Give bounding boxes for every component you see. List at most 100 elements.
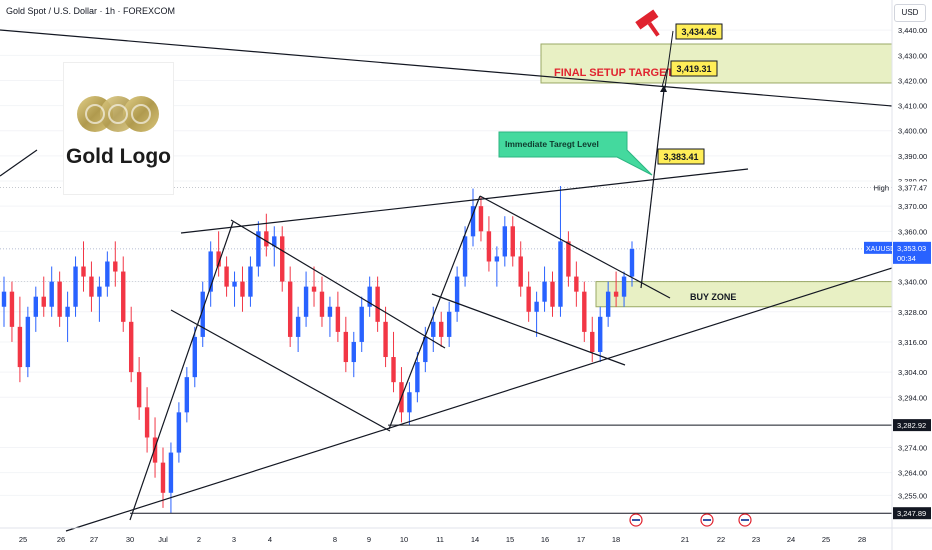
candle-body (598, 316, 603, 352)
candle-body (97, 286, 102, 297)
pointer-line (661, 68, 668, 88)
candle (431, 306, 436, 352)
candle (590, 316, 595, 363)
candle (566, 231, 571, 287)
pointer-line (664, 30, 674, 89)
candle (97, 276, 102, 322)
candle-body (272, 236, 277, 247)
trend-line (129, 221, 234, 521)
candle (73, 256, 78, 317)
price-axis[interactable]: 3,440.00 3,430.00 3,420.00 3,410.00 3,400.00… (864, 0, 932, 550)
time-axis[interactable]: 25 26 27 30 Jul 2 3 4 8 9 10 11 14 15 16 17 18 21 22 23 24 25… (0, 527, 932, 544)
candle (295, 306, 301, 352)
time-tick-label: 4 (268, 535, 272, 544)
candle (550, 271, 555, 317)
candle-body (192, 336, 197, 378)
candle (502, 216, 508, 267)
gold-logo: Gold Logo (64, 63, 173, 194)
candle (25, 306, 31, 378)
candle-body (462, 236, 468, 277)
currency-button[interactable]: USD (894, 4, 926, 22)
level-price: 3,282.92 (897, 421, 926, 430)
candle (1, 276, 7, 327)
candle-body (335, 306, 341, 332)
candles (1, 186, 635, 513)
candle-body (73, 266, 78, 307)
time-tick-label: 21 (681, 535, 689, 544)
candle (160, 447, 166, 508)
price-tick-label: 3,274.00 (898, 444, 927, 453)
event-flag-icon (700, 513, 714, 527)
target-price-callout-box (670, 60, 718, 77)
candle-body (128, 321, 134, 373)
candle-body (391, 357, 396, 383)
trend-line (431, 293, 626, 366)
candle (65, 291, 70, 342)
candle-body (439, 321, 444, 337)
trend-line (180, 168, 749, 234)
immediate-label: Immediate Taregt Level (505, 139, 599, 149)
high-price: 3,377.47 (898, 183, 927, 192)
candle-body (280, 236, 285, 282)
candle-body (9, 291, 15, 327)
trend-line (0, 29, 893, 107)
candle (200, 281, 205, 347)
candle (359, 296, 364, 352)
candle-body (232, 281, 237, 287)
candle-body (621, 276, 627, 297)
candle-body (113, 261, 118, 272)
candle (510, 216, 515, 267)
candle (176, 402, 182, 463)
event-flag-icon (629, 513, 643, 527)
level-price: 3,247.89 (897, 509, 926, 518)
time-tick-label: 25 (822, 535, 830, 544)
top-price-callout: 3,434.45 (681, 27, 716, 37)
price-tick-label: 3,360.00 (898, 227, 927, 236)
trend-lines (0, 29, 893, 532)
price-tick-label: 3,410.00 (898, 102, 927, 111)
candle-body (502, 226, 508, 257)
candle (446, 301, 452, 347)
target-price-callout: 3,419.31 (676, 64, 711, 74)
candle-body (423, 336, 428, 363)
candle (208, 241, 213, 307)
price-tick-label: 3,370.00 (898, 202, 927, 211)
price-tick-label: 3,400.00 (898, 127, 927, 136)
symbol-tag (864, 241, 892, 254)
candle-body (566, 241, 571, 277)
level-price-tag (893, 507, 931, 520)
buy-zone-label: BUY ZONE (690, 292, 736, 302)
candle (327, 296, 333, 337)
candle-body (295, 316, 301, 337)
candle (558, 186, 563, 317)
event-flag-icon (738, 513, 752, 527)
annotations: FINAL SETUP TARGET 3,434.45 3,419.31 3,383.… (498, 9, 752, 527)
candle-body (542, 281, 547, 302)
time-tick-label: 22 (717, 535, 725, 544)
time-tick-label: 11 (436, 535, 444, 544)
zones (540, 43, 893, 308)
candle-body (81, 266, 86, 277)
candle-body (49, 281, 54, 307)
current-price: 3,353.03 (897, 244, 926, 253)
price-tick-label: 3,264.00 (898, 469, 927, 478)
candle-body (407, 392, 412, 413)
candle (57, 271, 62, 327)
candle (264, 213, 269, 257)
buy-zone (595, 281, 893, 308)
candle-body (248, 266, 253, 297)
trend-line (0, 149, 38, 177)
time-tick-label: Jul (158, 535, 168, 544)
candle (121, 256, 126, 332)
candle (17, 296, 23, 383)
arrow-head (660, 85, 667, 92)
candle (232, 271, 237, 307)
candle-body (605, 291, 611, 317)
candle-body (287, 281, 293, 337)
candle (105, 251, 110, 297)
candle (287, 266, 293, 347)
candle-body (446, 311, 452, 337)
candle-body (534, 301, 539, 312)
hammer-handle (647, 22, 660, 37)
